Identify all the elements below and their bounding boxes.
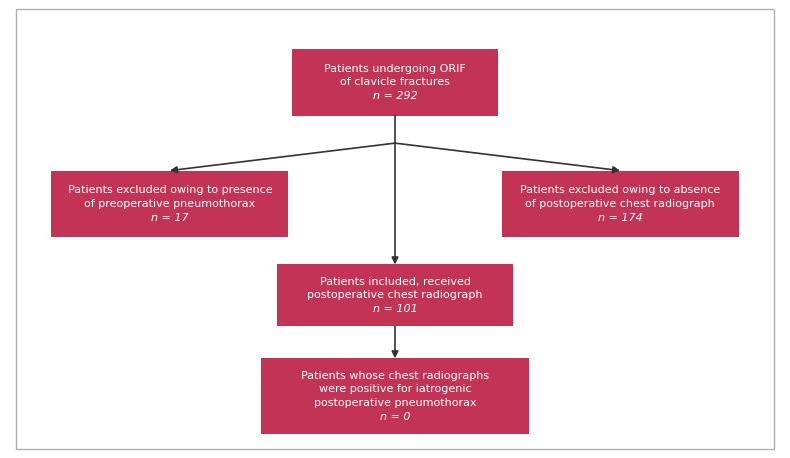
Text: were positive for iatrogenic: were positive for iatrogenic <box>318 384 472 394</box>
Text: n = 0: n = 0 <box>380 412 410 422</box>
Text: n = 292: n = 292 <box>373 91 417 101</box>
FancyBboxPatch shape <box>276 265 514 327</box>
FancyBboxPatch shape <box>292 49 498 116</box>
Text: Patients excluded owing to absence: Patients excluded owing to absence <box>520 185 720 195</box>
Text: Patients whose chest radiographs: Patients whose chest radiographs <box>301 371 489 381</box>
Text: postoperative pneumothorax: postoperative pneumothorax <box>314 398 476 408</box>
Text: n = 174: n = 174 <box>598 213 642 223</box>
FancyBboxPatch shape <box>502 170 739 237</box>
Text: of preoperative pneumothorax: of preoperative pneumothorax <box>85 199 255 209</box>
Text: Patients undergoing ORIF: Patients undergoing ORIF <box>324 64 466 74</box>
Text: postoperative chest radiograph: postoperative chest radiograph <box>307 290 483 300</box>
Text: n = 17: n = 17 <box>151 213 189 223</box>
Text: of clavicle fractures: of clavicle fractures <box>340 77 450 87</box>
Text: n = 101: n = 101 <box>373 304 417 314</box>
Text: Patients excluded owing to presence: Patients excluded owing to presence <box>67 185 273 195</box>
FancyBboxPatch shape <box>261 358 529 434</box>
Text: Patients included, received: Patients included, received <box>319 277 471 287</box>
Text: of postoperative chest radiograph: of postoperative chest radiograph <box>525 199 715 209</box>
FancyBboxPatch shape <box>51 170 288 237</box>
